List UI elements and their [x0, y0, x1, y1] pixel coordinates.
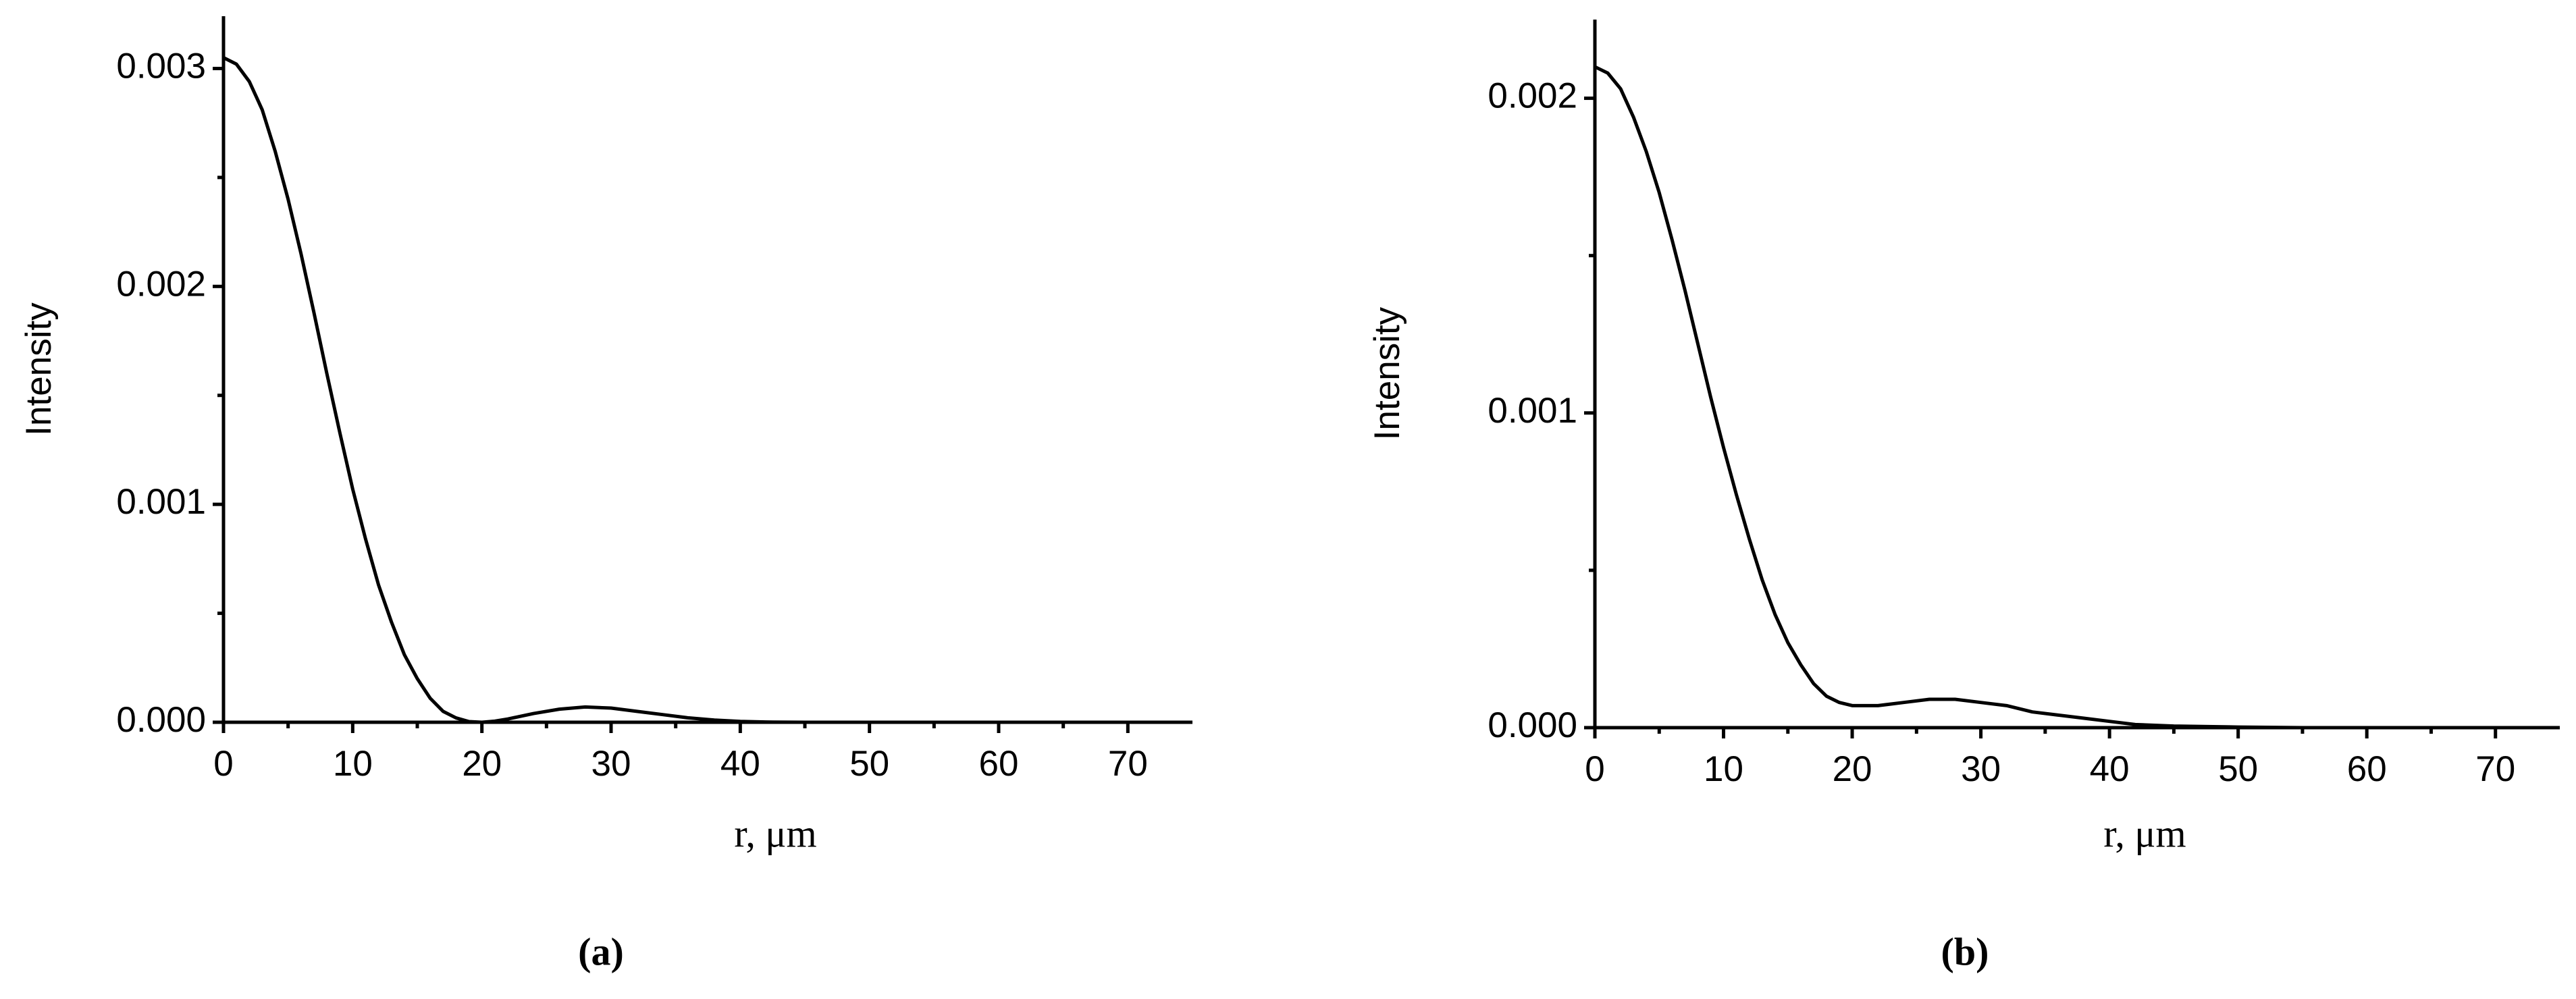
- x-tick-label: 20: [462, 744, 502, 784]
- x-tick-label: 0: [213, 744, 233, 784]
- x-axis-label: r, μm: [2103, 811, 2186, 855]
- x-tick-label: 10: [333, 744, 373, 784]
- x-tick-label: 70: [2475, 749, 2515, 789]
- x-tick-label: 40: [2090, 749, 2130, 789]
- x-tick-label: 50: [2218, 749, 2258, 789]
- x-tick-label: 30: [592, 744, 631, 784]
- y-tick-label: 0.003: [116, 46, 206, 86]
- panel-label: (a): [578, 929, 624, 973]
- x-tick-label: 40: [720, 744, 760, 784]
- x-tick-label: 10: [1704, 749, 1743, 789]
- y-tick-label: 0.000: [1488, 705, 1577, 745]
- x-tick-label: 20: [1833, 749, 1872, 789]
- y-tick-label: 0.001: [1488, 391, 1577, 431]
- data-line: [1594, 65, 2367, 730]
- x-axis-label: r, μm: [734, 811, 816, 855]
- data-line: [222, 56, 1192, 724]
- y-tick-label: 0.000: [116, 700, 206, 740]
- x-tick-label: 30: [1961, 749, 2001, 789]
- x-tick-label: 0: [1585, 749, 1604, 789]
- y-tick-label: 0.001: [116, 482, 206, 522]
- y-axis-label: Intensity: [19, 302, 59, 436]
- y-tick-label: 0.002: [1488, 76, 1577, 116]
- x-tick-label: 60: [2347, 749, 2387, 789]
- x-tick-label: 60: [979, 744, 1019, 784]
- x-tick-label: 50: [849, 744, 889, 784]
- x-tick-label: 70: [1108, 744, 1148, 784]
- panel-label: (b): [1941, 929, 1989, 973]
- y-axis-label: Intensity: [1367, 306, 1407, 440]
- y-tick-label: 0.002: [116, 264, 206, 304]
